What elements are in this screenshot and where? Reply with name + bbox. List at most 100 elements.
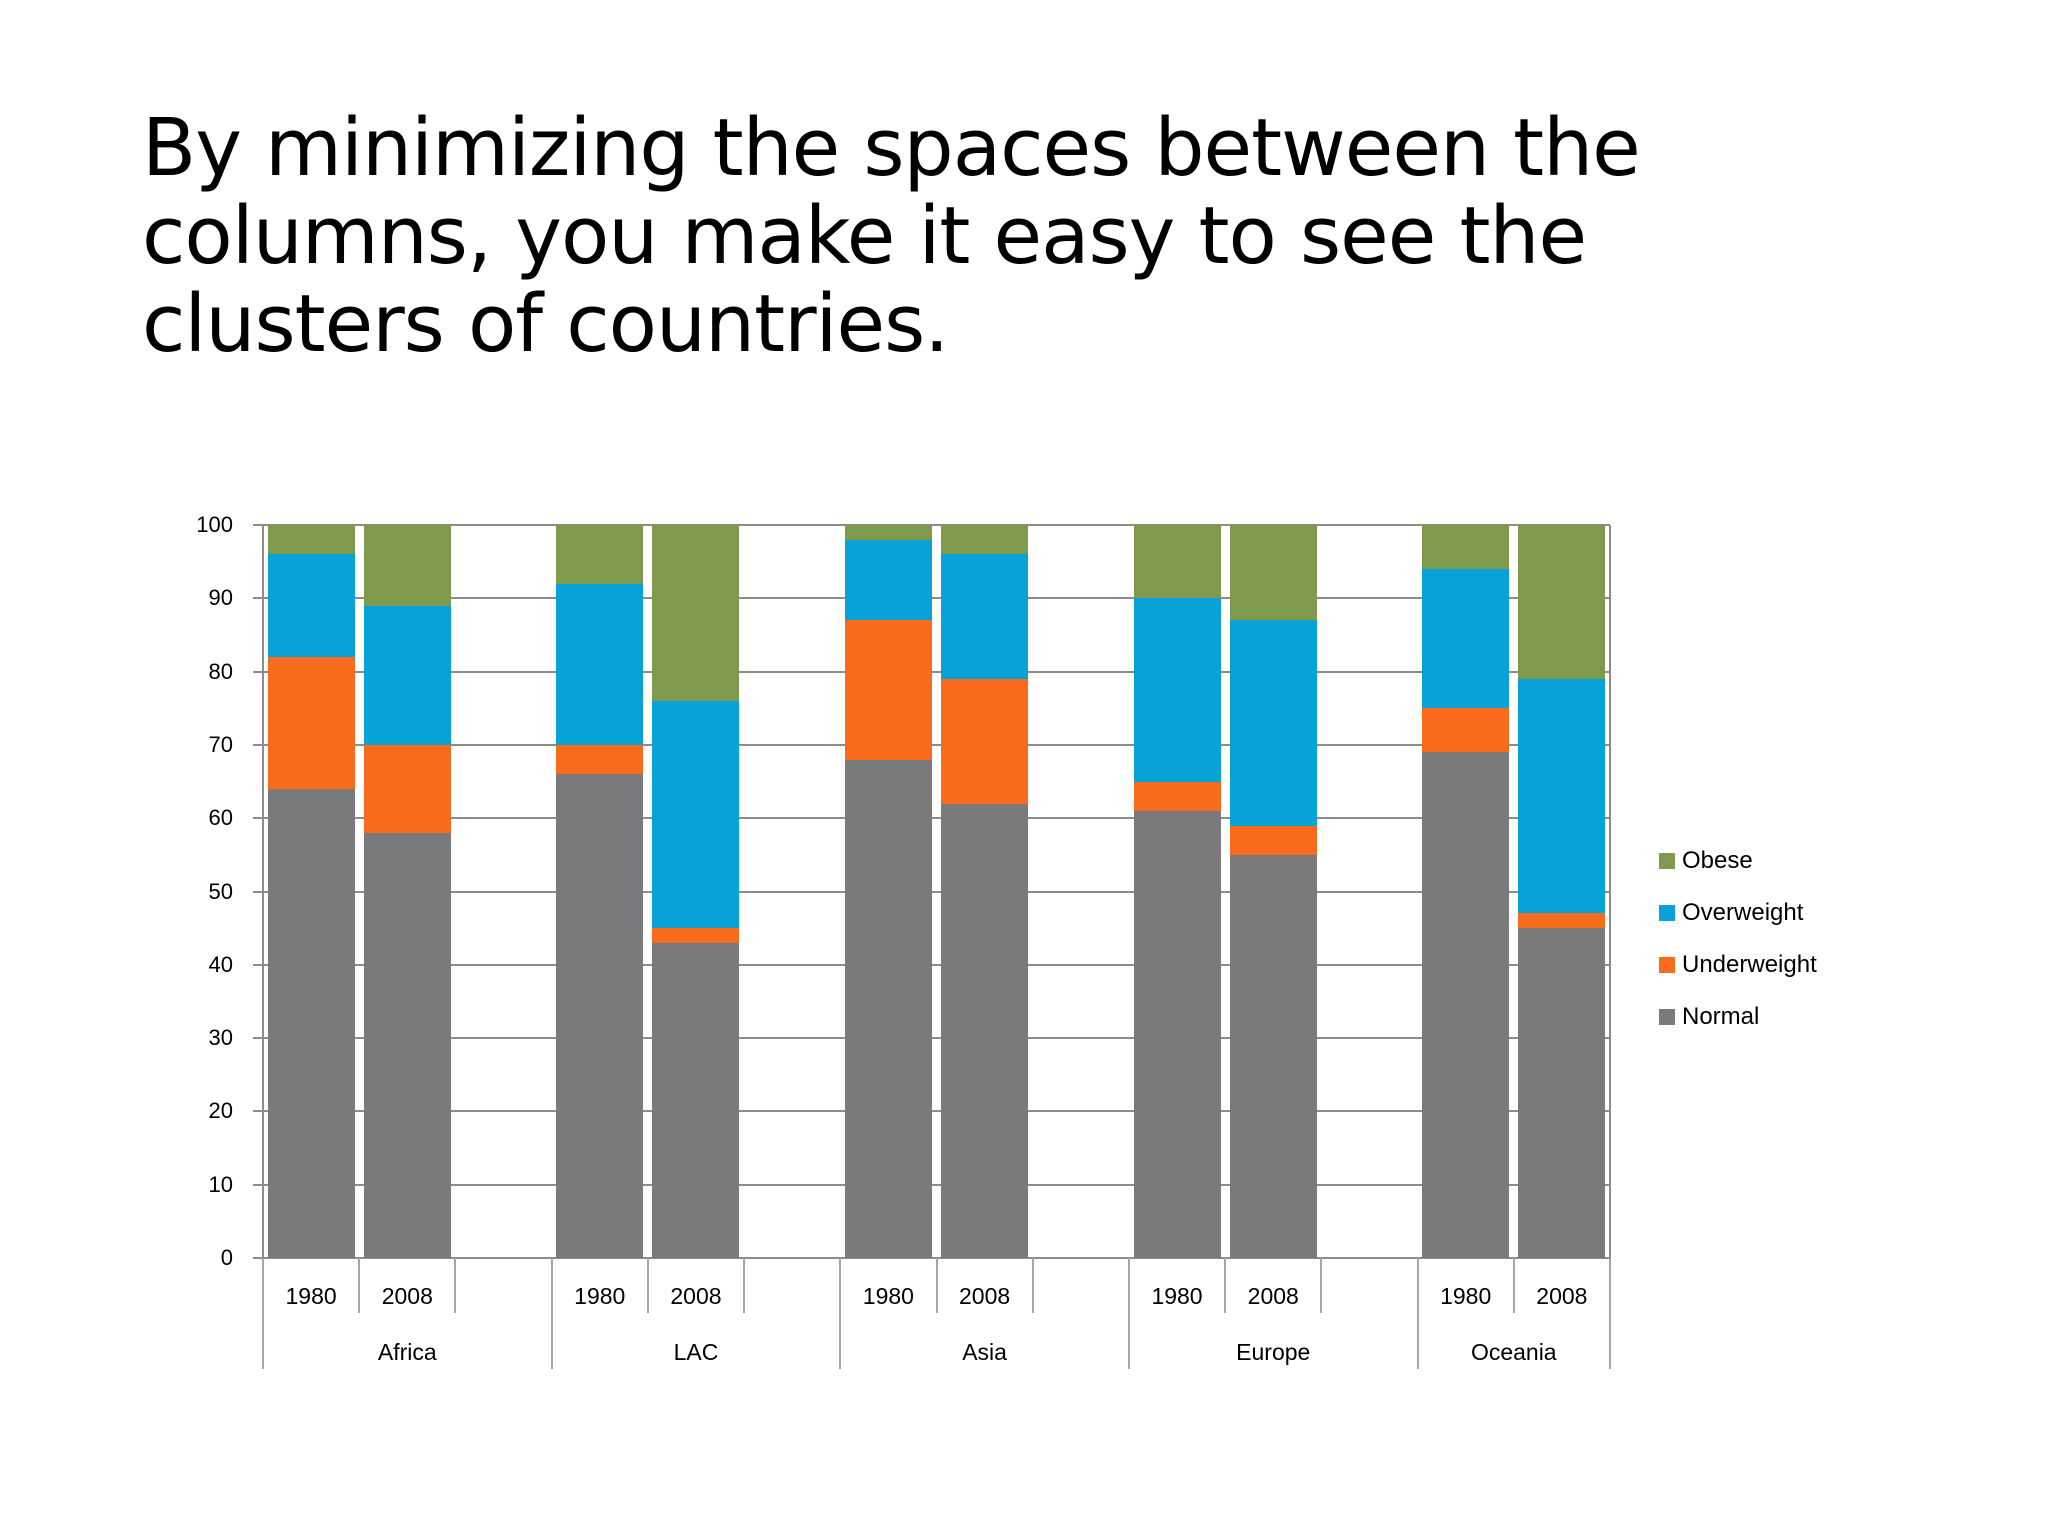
bar-segment-underweight	[652, 928, 740, 943]
group-divider	[1127, 1258, 1130, 1369]
bar-segment-overweight	[941, 554, 1029, 679]
bar-segment-overweight	[652, 700, 740, 929]
x-year-label: 2008	[670, 1283, 722, 1309]
bar-segment-obese	[363, 525, 451, 606]
bar-segment-overweight	[556, 583, 644, 745]
category-divider	[454, 1258, 457, 1313]
bar-segment-underweight	[1422, 708, 1510, 753]
legend-swatch-icon	[1659, 1009, 1675, 1025]
bar-segment-obese	[1422, 525, 1510, 569]
bar-segment-underweight	[1518, 913, 1606, 929]
bar-segment-overweight	[1422, 568, 1510, 709]
y-tick-label: 10	[208, 1171, 233, 1197]
legend-item-normal: Normal	[1659, 1005, 1759, 1029]
x-year-label: 1980	[862, 1283, 914, 1309]
bar-segment-obese	[1518, 525, 1606, 679]
legend-swatch-icon	[1659, 957, 1675, 973]
bar-segment-overweight	[844, 539, 932, 621]
bar-segment-overweight	[363, 605, 451, 745]
x-group-label: Asia	[962, 1339, 1007, 1365]
bar-segment-obese	[267, 525, 355, 555]
x-year-label: 2008	[1536, 1283, 1588, 1309]
bar-segment-obese	[941, 525, 1029, 555]
x-group-label: LAC	[673, 1339, 719, 1365]
group-divider	[1416, 1258, 1419, 1369]
group-divider	[262, 1258, 264, 1369]
bar-segment-normal	[556, 774, 644, 1258]
bar-segment-obese	[652, 525, 740, 701]
y-tick-label: 80	[208, 658, 233, 684]
bar-segment-overweight	[1133, 598, 1221, 782]
bar-segment-normal	[1229, 854, 1317, 1258]
bar-segment-underweight	[1229, 825, 1317, 855]
bar-segment-normal	[844, 759, 932, 1258]
category-divider	[1320, 1258, 1323, 1313]
x-year-label: 1980	[1151, 1283, 1203, 1309]
title-line-1: By minimizing the spaces between the	[142, 102, 1641, 194]
category-divider	[1031, 1258, 1034, 1313]
x-year-label: 1980	[285, 1283, 337, 1309]
y-tick-label: 90	[208, 585, 233, 611]
bar-segment-obese	[556, 525, 644, 584]
bar-segment-underweight	[941, 678, 1029, 804]
y-tick-label: 70	[208, 731, 233, 757]
bar-segment-obese	[844, 525, 932, 540]
group-divider	[839, 1258, 842, 1369]
category-divider	[935, 1258, 938, 1313]
legend-label: Normal	[1682, 1003, 1760, 1030]
bar-segment-normal	[1518, 928, 1606, 1258]
group-divider	[550, 1258, 553, 1369]
x-group-label: Oceania	[1470, 1339, 1557, 1365]
legend-item-obese: Obese	[1659, 849, 1753, 873]
x-year-label: 2008	[381, 1283, 433, 1309]
title-line-2: columns, you make it easy to see the	[142, 190, 1587, 282]
bar-segment-normal	[1133, 810, 1221, 1258]
bar-segment-underweight	[844, 620, 932, 760]
bar-segment-underweight	[363, 744, 451, 833]
bar-segment-underweight	[267, 656, 355, 789]
category-divider	[358, 1258, 361, 1313]
y-axis	[262, 525, 264, 1258]
y-tick-label: 30	[208, 1025, 233, 1051]
bar-segment-overweight	[1518, 678, 1606, 914]
bar-segment-underweight	[1133, 781, 1221, 811]
slide-title: By minimizing the spaces between the col…	[142, 104, 1742, 368]
legend-swatch-icon	[1659, 905, 1675, 921]
category-divider	[1512, 1258, 1515, 1313]
y-tick-label: 0	[220, 1245, 233, 1270]
title-line-3: clusters of countries.	[142, 278, 949, 370]
legend-label: Obese	[1682, 847, 1753, 874]
x-year-label: 2008	[1247, 1283, 1299, 1309]
category-divider	[1224, 1258, 1227, 1313]
bar-segment-underweight	[556, 744, 644, 775]
group-divider	[1609, 1258, 1611, 1369]
y-tick-label: 40	[208, 951, 233, 977]
bar-segment-obese	[1229, 525, 1317, 621]
bar-segment-normal	[1422, 752, 1510, 1258]
x-year-label: 1980	[574, 1283, 626, 1309]
y-tick-label: 60	[208, 805, 233, 831]
x-year-label: 1980	[1440, 1283, 1492, 1309]
x-year-label: 2008	[959, 1283, 1011, 1309]
y-tick-label: 100	[196, 512, 233, 537]
y-tick-label: 20	[208, 1098, 233, 1124]
legend-item-overweight: Overweight	[1659, 901, 1803, 925]
gridline	[253, 1257, 1610, 1259]
right-border	[1609, 525, 1611, 1258]
legend-label: Underweight	[1682, 951, 1817, 978]
bar-segment-obese	[1133, 525, 1221, 599]
legend-swatch-icon	[1659, 853, 1675, 869]
bar-segment-normal	[652, 942, 740, 1258]
y-tick-label: 50	[208, 878, 233, 904]
bar-segment-normal	[363, 832, 451, 1258]
category-divider	[743, 1258, 746, 1313]
bar-segment-overweight	[267, 554, 355, 657]
bar-segment-normal	[267, 788, 355, 1258]
bar-segment-normal	[941, 803, 1029, 1258]
legend-item-underweight: Underweight	[1659, 953, 1817, 977]
x-group-label: Africa	[377, 1339, 437, 1365]
legend-label: Overweight	[1682, 899, 1804, 926]
x-group-label: Europe	[1236, 1339, 1311, 1365]
category-divider	[646, 1258, 649, 1313]
